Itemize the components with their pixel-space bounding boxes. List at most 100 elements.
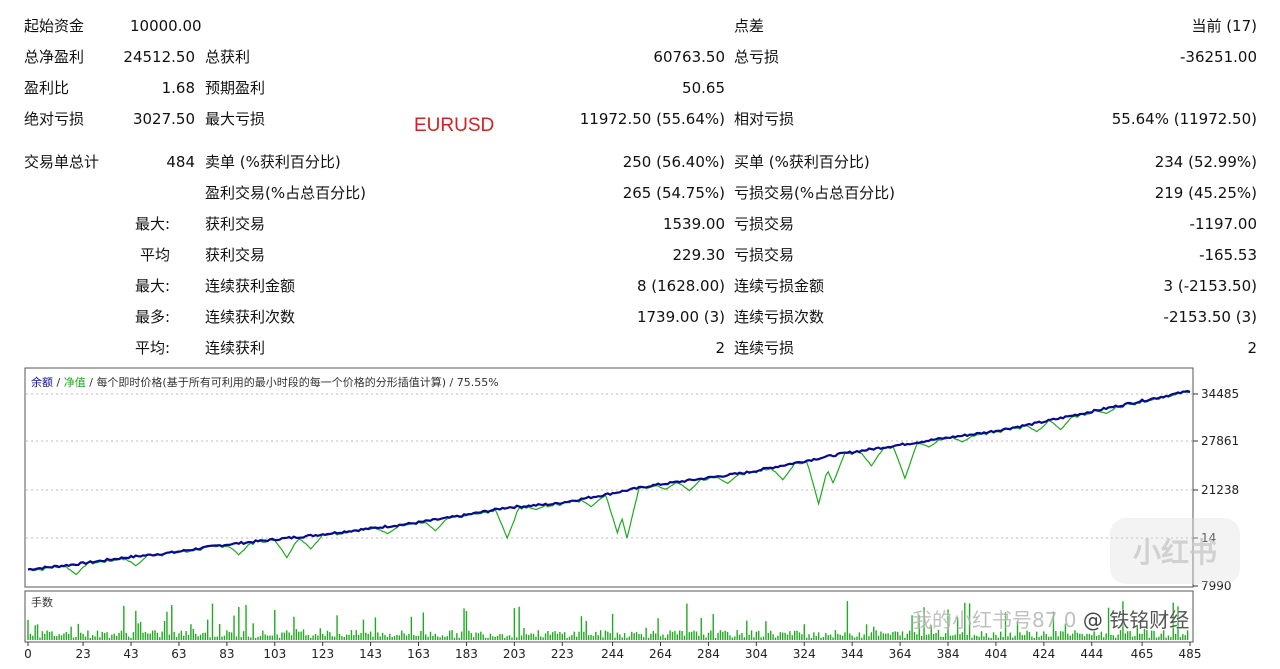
x-tick-label: 264	[649, 647, 672, 661]
total-net-profit-label: 总净盈利	[24, 48, 85, 66]
x-tick-label: 83	[219, 647, 234, 661]
y-tick-label: 34485	[1201, 387, 1239, 401]
x-tick-label: 324	[793, 647, 816, 661]
stat-row-1: 起始资金 10000.00 点差 当前 (17)	[0, 13, 1280, 39]
watermark-at: @	[1082, 608, 1103, 632]
loss-trades-value: 219 (45.25%)	[1154, 184, 1257, 202]
x-tick-label: 444	[1080, 647, 1103, 661]
x-tick-label: 384	[937, 647, 960, 661]
profit-trades-label: 盈利交易(%占总百分比)	[205, 184, 366, 202]
x-tick-label: 344	[841, 647, 864, 661]
maximal-consec-loss-label: 连续亏损次数	[734, 308, 825, 326]
short-positions-label: 卖单 (%获利百分比)	[205, 153, 341, 171]
x-tick-label: 244	[601, 647, 624, 661]
grid	[26, 393, 1192, 539]
avg-consec-label: 平均:	[134, 339, 170, 357]
y-tick-label: 14	[1201, 531, 1216, 545]
max-consec-losses-label: 连续亏损金额	[734, 277, 825, 295]
x-tick-label: 63	[171, 647, 186, 661]
x-axis: 0 23 43 63 83 103 123 143 163 183 203 223 244 264 284 3…	[24, 642, 1201, 661]
absolute-drawdown-value: 3027.50	[132, 110, 195, 128]
stat-row-4: 绝对亏损 3027.50 最大亏损 11972.50 (55.64%) 相对亏损…	[0, 106, 1280, 132]
avg-consec-wins-label: 连续获利	[205, 339, 266, 357]
largest-loss-value: -1197.00	[1189, 215, 1257, 233]
stat-row-9: 最大: 连续获利金额 8 (1628.00) 连续亏损金额 3 (-2153.5…	[0, 273, 1280, 299]
average-profit-value: 229.30	[672, 246, 726, 264]
short-positions-value: 250 (56.40%)	[622, 153, 725, 171]
equity-chart: 余额 / 净值 / 每个即时价格(基于所有可利用的最小时段的每一个价格的分形插值…	[24, 367, 1239, 661]
total-net-profit-value: 24512.50	[123, 48, 195, 66]
x-tick-label: 465	[1131, 647, 1154, 661]
stat-row-2: 总净盈利 24512.50 总获利 60763.50 总亏损 -36251.00	[0, 44, 1280, 70]
x-tick-label: 304	[745, 647, 768, 661]
lots-panel: 手数	[24, 590, 1194, 643]
spread-label: 点差	[734, 17, 765, 35]
profit-factor-value: 1.68	[161, 79, 195, 97]
avg-consec-wins-value: 2	[715, 339, 725, 357]
average-loss-value: -165.53	[1199, 246, 1257, 264]
stat-row-10: 最多: 连续获利次数 1739.00 (3) 连续亏损次数 -2153.50 (…	[0, 304, 1280, 330]
legend-equity: 净值	[64, 375, 86, 389]
x-tick-label: 163	[407, 647, 430, 661]
x-tick-label: 0	[24, 647, 32, 661]
initial-deposit-label: 起始资金	[24, 17, 85, 35]
y-tick-label: 27861	[1201, 434, 1239, 448]
balance-line	[27, 389, 1191, 571]
chart-legend: 余额 / 净值 / 每个即时价格(基于所有可利用的最小时段的每一个价格的分形插值…	[31, 375, 499, 389]
total-trades-value: 484	[166, 153, 195, 171]
x-tick-label: 43	[123, 647, 138, 661]
gross-loss-value: -36251.00	[1180, 48, 1257, 66]
gross-profit-label: 总获利	[205, 48, 251, 66]
x-tick-label: 203	[503, 647, 526, 661]
spread-value: 当前 (17)	[1191, 17, 1257, 35]
x-tick-label: 143	[359, 647, 382, 661]
max-consec-losses-value: 3 (-2153.50)	[1163, 277, 1257, 295]
average-loss-label: 亏损交易	[734, 246, 795, 264]
x-tick-label: 223	[551, 647, 574, 661]
x-tick-label: 103	[263, 647, 286, 661]
relative-drawdown-value: 55.64% (11972.50)	[1111, 110, 1257, 128]
legend-description: 每个即时价格(基于所有可利用的最小时段的每一个价格的分形插值计算)	[96, 375, 446, 389]
largest-profit-label: 获利交易	[205, 215, 266, 233]
legend-sep-2: /	[89, 376, 93, 389]
stat-row-8: 平均 获利交易 229.30 亏损交易 -165.53	[0, 242, 1280, 268]
avg-consec-losses-label: 连续亏损	[734, 339, 795, 357]
long-positions-label: 买单 (%获利百分比)	[734, 153, 870, 171]
max-consec-wins-label: 连续获利金额	[205, 277, 296, 295]
y-axis: 34485 27861 21238 14 7990	[1193, 387, 1239, 593]
watermark: 我的小红书号87 0 @ 铁铭财经	[912, 604, 1189, 633]
x-tick-label: 485	[1179, 647, 1202, 661]
legend-balance: 余额	[31, 375, 53, 389]
max-consec-label: 最大:	[134, 277, 170, 295]
profit-trades-value: 265 (54.75%)	[622, 184, 725, 202]
max-consec-wins-value: 8 (1628.00)	[636, 277, 725, 295]
avg-consec-losses-value: 2	[1247, 339, 1257, 357]
relative-drawdown-label: 相对亏损	[734, 110, 795, 128]
maximal-consec-label: 最多:	[134, 308, 170, 326]
legend-sep-3: /	[450, 376, 454, 389]
maximal-consec-profit-value: 1739.00 (3)	[636, 308, 725, 326]
expected-payoff-label: 预期盈利	[205, 79, 266, 97]
long-positions-value: 234 (52.99%)	[1154, 153, 1257, 171]
maximal-consec-profit-label: 连续获利次数	[205, 308, 296, 326]
y-tick-label: 21238	[1201, 483, 1239, 497]
initial-deposit-value: 10000.00	[130, 17, 202, 35]
largest-profit-value: 1539.00	[662, 215, 725, 233]
expected-payoff-value: 50.65	[682, 79, 725, 97]
y-tick-label: 7990	[1201, 579, 1232, 593]
stat-row-5: 交易单总计 484 卖单 (%获利百分比) 250 (56.40%) 买单 (%…	[0, 149, 1280, 175]
stat-row-3: 盈利比 1.68 预期盈利 50.65	[0, 75, 1280, 101]
symbol-label: EURUSD	[414, 115, 495, 136]
x-tick-label: 404	[984, 647, 1007, 661]
maximal-drawdown-label: 最大亏损	[205, 110, 266, 128]
watermark-logo: 小红书	[1110, 518, 1240, 584]
main-panel: 余额 / 净值 / 每个即时价格(基于所有可利用的最小时段的每一个价格的分形插值…	[24, 367, 1239, 593]
average-label: 平均	[139, 246, 170, 264]
gross-profit-value: 60763.50	[653, 48, 725, 66]
legend-quality: 75.55%	[457, 376, 499, 389]
x-tick-label: 364	[889, 647, 912, 661]
lots-title: 手数	[31, 595, 53, 609]
x-tick-label: 183	[455, 647, 478, 661]
x-tick-label: 424	[1032, 647, 1055, 661]
main-panel-frame	[24, 367, 1194, 588]
